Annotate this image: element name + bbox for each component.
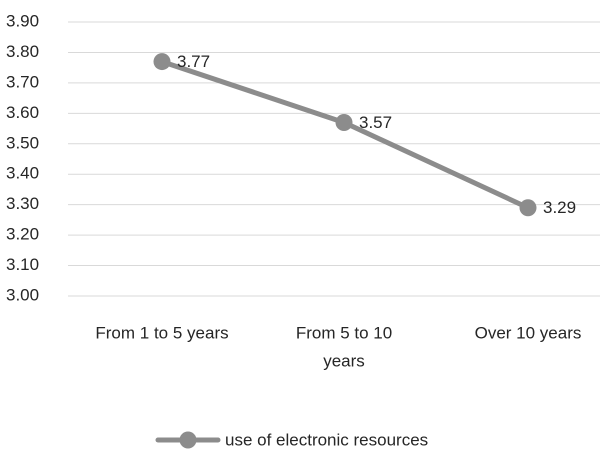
legend-item: use of electronic resources: [155, 430, 428, 449]
data-label: 3.57: [359, 113, 392, 132]
data-point-marker: [153, 53, 171, 71]
y-tick-label: 3.30: [6, 194, 39, 213]
x-category-label: From 1 to 5 years: [95, 323, 228, 342]
data-label: 3.29: [543, 198, 576, 217]
legend: use of electronic resources: [155, 430, 428, 449]
y-tick-label: 3.20: [6, 225, 39, 244]
x-axis-category-labels: From 1 to 5 years From 5 to 10 years Over 1…: [95, 323, 581, 370]
data-point-marker: [335, 113, 353, 131]
data-labels: 3.77 3.57 3.29: [177, 52, 576, 217]
series-layer: [153, 53, 537, 217]
y-tick-label: 3.00: [6, 285, 39, 304]
legend-marker-swatch: [179, 431, 197, 449]
y-tick-label: 3.70: [6, 72, 39, 91]
gridlines: [68, 21, 600, 297]
y-tick-label: 3.50: [6, 133, 39, 152]
legend-label: use of electronic resources: [225, 430, 428, 449]
x-category-label: Over 10 years: [475, 323, 582, 342]
y-axis-tick-labels: 3.00 3.10 3.20 3.30 3.40 3.50 3.60 3.70 3.80 3.90: [6, 11, 39, 304]
data-label: 3.77: [177, 52, 210, 71]
y-tick-label: 3.80: [6, 42, 39, 61]
data-point-marker: [519, 199, 537, 217]
y-tick-label: 3.60: [6, 103, 39, 122]
y-tick-label: 3.40: [6, 164, 39, 183]
series-line: [159, 59, 531, 211]
x-category-label: years: [323, 351, 365, 370]
x-category-label: From 5 to 10: [296, 323, 392, 342]
y-tick-label: 3.10: [6, 255, 39, 274]
y-tick-label: 3.90: [6, 11, 39, 30]
